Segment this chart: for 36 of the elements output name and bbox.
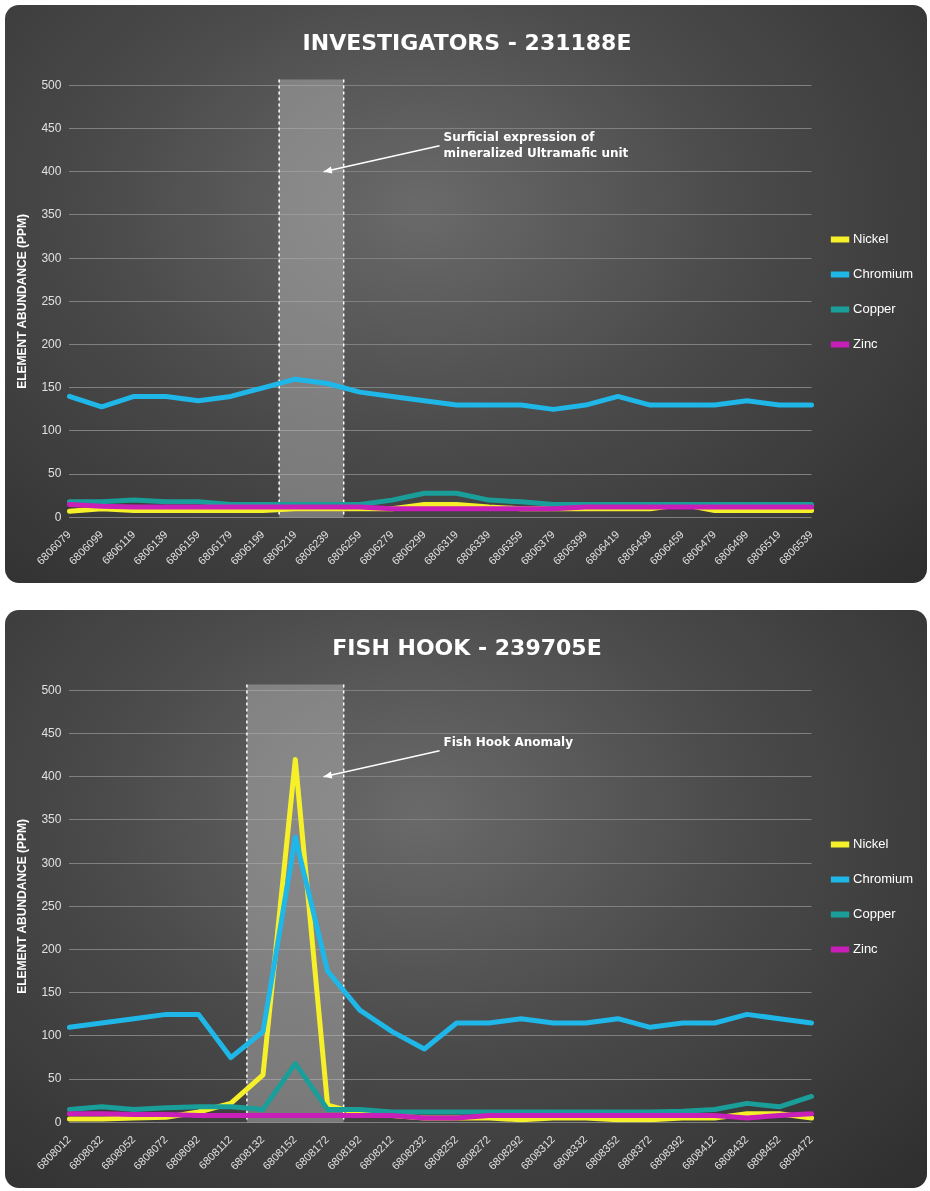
y-tick-label: 400	[41, 164, 62, 179]
legend-label: Chromium	[853, 266, 914, 282]
y-tick-label: 450	[41, 120, 62, 135]
chart-title: FISH HOOK - 239705E	[332, 634, 602, 660]
legend-label: Zinc	[853, 941, 879, 957]
y-tick-label: 150	[41, 380, 62, 395]
y-tick-label: 200	[41, 941, 62, 956]
legend-label: Copper	[853, 906, 897, 922]
y-tick-label: 450	[41, 725, 62, 740]
y-axis-title: ELEMENT ABUNDANCE (PPM)	[14, 818, 29, 994]
y-tick-label: 250	[41, 293, 62, 308]
y-tick-label: 0	[54, 1114, 62, 1129]
annotation: Surficial expression of mineralized Ultramafic unit	[443, 129, 629, 160]
y-tick-label: 500	[41, 77, 62, 92]
y-tick-label: 100	[41, 1028, 62, 1043]
y-tick-label: 200	[41, 336, 62, 351]
y-tick-label: 500	[41, 682, 62, 697]
y-tick-label: 300	[41, 855, 62, 870]
legend-label: Nickel	[853, 231, 889, 247]
y-tick-label: 100	[41, 423, 62, 438]
y-tick-label: 300	[41, 250, 62, 265]
y-tick-label: 350	[41, 207, 62, 222]
legend-label: Zinc	[853, 336, 879, 352]
y-tick-label: 150	[41, 985, 62, 1000]
y-tick-label: 400	[41, 769, 62, 784]
y-tick-label: 0	[54, 509, 62, 524]
y-tick-label: 250	[41, 898, 62, 913]
y-tick-label: 50	[48, 466, 62, 481]
legend-label: Chromium	[853, 871, 914, 887]
legend-label: Copper	[853, 301, 897, 317]
annotation: Fish Hook Anomaly	[443, 734, 574, 749]
chart-title: INVESTIGATORS - 231188E	[302, 29, 632, 55]
y-tick-label: 350	[41, 812, 62, 827]
y-axis-title: ELEMENT ABUNDANCE (PPM)	[14, 213, 29, 389]
legend-label: Nickel	[853, 836, 889, 852]
y-tick-label: 50	[48, 1071, 62, 1086]
